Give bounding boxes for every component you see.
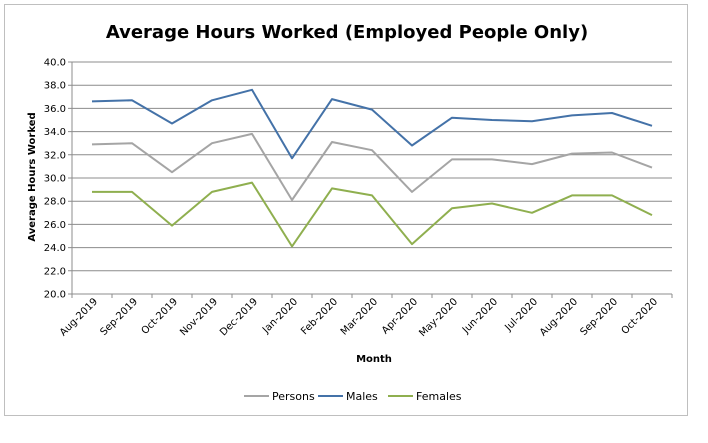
x-tick-label: Oct-2020 [620,296,661,337]
y-tick-label: 22.0 [44,266,66,277]
y-tick-label: 40.0 [44,58,66,69]
series-lines [91,88,653,248]
y-tick-label: 30.0 [44,174,66,185]
x-tick-label: Feb-2020 [299,296,340,337]
y-tick-labels: 20.0 22.0 24.0 26.0 28.0 30.0 32.0 34.0 36.0 38.0… [44,58,66,301]
y-tick-label: 20.0 [44,290,66,301]
y-tick-label: 24.0 [44,243,66,254]
grid [68,61,672,295]
x-tick-label: Aug-2019 [58,296,100,338]
series-line-females [92,181,653,248]
y-tick-label: 32.0 [44,150,66,161]
x-tick-label: Oct-2019 [140,296,181,337]
x-tick-label: Sep-2019 [98,296,140,338]
chart-frame [4,4,688,416]
y-tick-label: 34.0 [44,127,66,138]
x-tick-label: Aug-2020 [538,296,580,338]
axes [71,62,673,298]
y-tick-label: 28.0 [44,197,66,208]
x-tick-label: Dec-2019 [218,296,260,338]
legend-label-males: Males [346,390,378,403]
y-tick-label: 36.0 [44,104,66,115]
x-tick-label: Mar-2020 [339,296,380,337]
y-tick-label: 26.0 [44,220,66,231]
x-tick-label: Sep-2020 [578,296,620,338]
x-tick-label: Nov-2019 [178,296,220,338]
series-line-males [91,88,653,160]
legend-label-females: Females [416,390,462,403]
chart-title: Average Hours Worked (Employed People On… [106,22,588,43]
legend-label-persons: Persons [272,390,315,403]
x-axis-label: Month [356,354,392,365]
y-tick-label: 38.0 [44,81,66,92]
x-tick-label: Jun-2020 [460,296,500,336]
legend: Persons Males Females [244,390,462,403]
series-line-persons [91,132,653,201]
x-tick-label: Apr-2020 [380,296,420,336]
x-tick-label: Jul-2020 [503,296,541,334]
y-axis-label: Average Hours Worked [27,112,38,241]
x-tick-label: Jan-2020 [260,296,300,336]
x-tick-label: May-2020 [417,296,460,339]
